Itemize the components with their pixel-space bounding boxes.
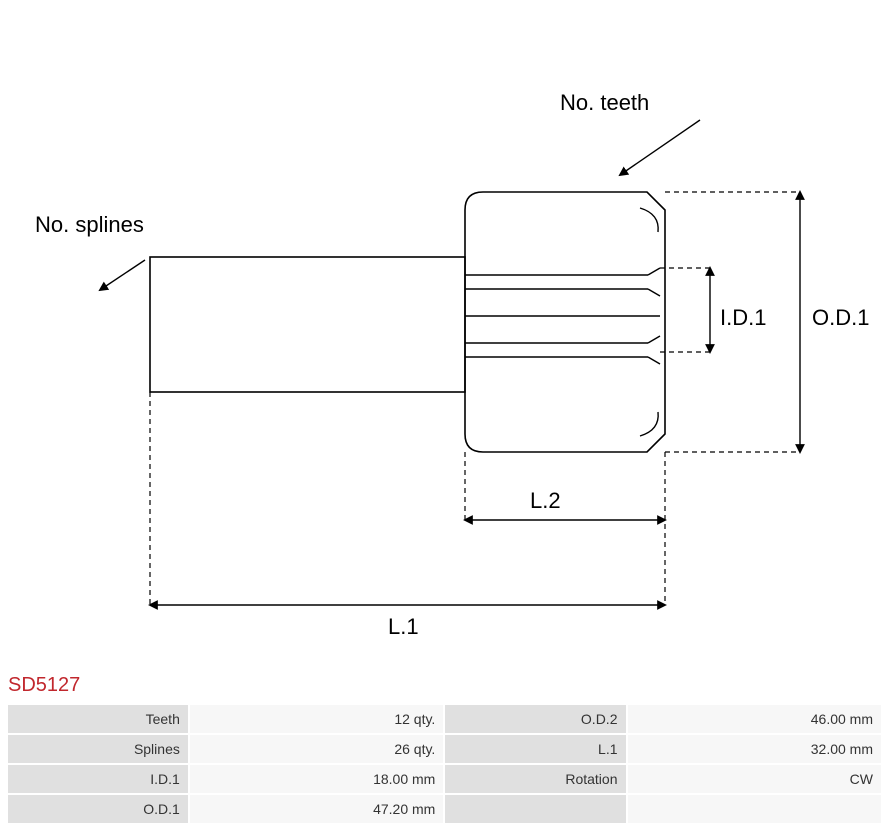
spec-value: 46.00 mm (628, 705, 882, 733)
label-no-teeth: No. teeth (560, 90, 649, 116)
spec-value: 47.20 mm (190, 795, 443, 823)
label-id1: I.D.1 (720, 305, 766, 331)
spec-label: O.D.2 (445, 705, 625, 733)
spec-label: O.D.1 (8, 795, 188, 823)
table-row: Teeth 12 qty. O.D.2 46.00 mm (8, 705, 881, 733)
label-no-splines: No. splines (35, 212, 144, 238)
spec-label: L.1 (445, 735, 625, 763)
label-l2: L.2 (530, 488, 561, 514)
spec-value: 18.00 mm (190, 765, 443, 793)
spec-label: Rotation (445, 765, 625, 793)
spec-label: I.D.1 (8, 765, 188, 793)
spec-table: Teeth 12 qty. O.D.2 46.00 mm Splines 26 … (6, 703, 883, 825)
table-row: Splines 26 qty. L.1 32.00 mm (8, 735, 881, 763)
label-od1: O.D.1 (812, 305, 869, 331)
spec-value: 32.00 mm (628, 735, 882, 763)
spec-value: CW (628, 765, 882, 793)
spec-label (445, 795, 625, 823)
spec-value: 12 qty. (190, 705, 443, 733)
spec-value (628, 795, 882, 823)
spec-label: Splines (8, 735, 188, 763)
spec-label: Teeth (8, 705, 188, 733)
technical-diagram: No. teeth No. splines I.D.1 O.D.1 L.2 L.… (0, 0, 889, 670)
table-row: I.D.1 18.00 mm Rotation CW (8, 765, 881, 793)
label-l1: L.1 (388, 614, 419, 640)
spec-value: 26 qty. (190, 735, 443, 763)
table-row: O.D.1 47.20 mm (8, 795, 881, 823)
part-number: SD5127 (0, 670, 889, 703)
